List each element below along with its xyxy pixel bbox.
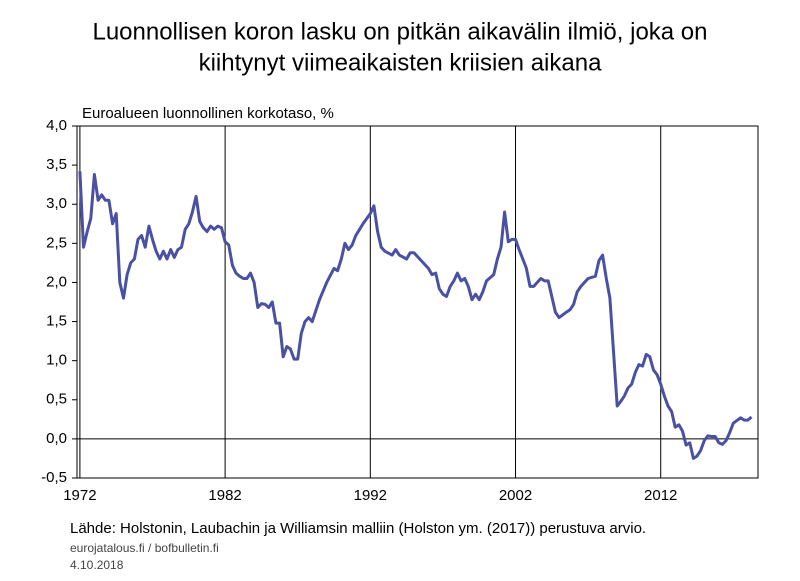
source: Lähde: Holstonin, Laubachin ja Williamsi… <box>70 520 646 537</box>
y-tick-label: 0,5 <box>46 391 67 408</box>
y-tick-label: 2,5 <box>46 234 67 251</box>
chart-title: Luonnollisen koron lasku on pitkän aikav… <box>92 18 707 45</box>
y-axis-label: Euroalueen luonnollinen korkotaso, % <box>82 105 334 122</box>
y-tick-label: 2,0 <box>46 273 67 290</box>
chart-title: kiihtynyt viimeaikaisten kriisien aikana <box>199 49 602 76</box>
footer: 4.10.2018 <box>70 558 124 572</box>
y-tick-label: 3,0 <box>46 195 67 212</box>
x-tick-label: 1982 <box>208 487 241 504</box>
y-tick-label: 0,0 <box>46 430 67 447</box>
plot-frame <box>76 125 759 479</box>
x-tick-label: 1992 <box>354 487 387 504</box>
y-tick-label: 3,5 <box>46 156 67 173</box>
line-series <box>78 171 753 460</box>
y-tick-label: -0,5 <box>41 469 67 486</box>
x-tick-label: 2002 <box>499 487 532 504</box>
y-tick-label: 1,0 <box>46 352 67 369</box>
footer: eurojatalous.fi / bofbulletin.fi <box>70 541 219 555</box>
x-tick-label: 2012 <box>644 487 677 504</box>
x-tick-label: 1972 <box>63 487 96 504</box>
y-tick-label: 4,0 <box>46 117 67 134</box>
y-tick-label: 1,5 <box>46 313 67 330</box>
